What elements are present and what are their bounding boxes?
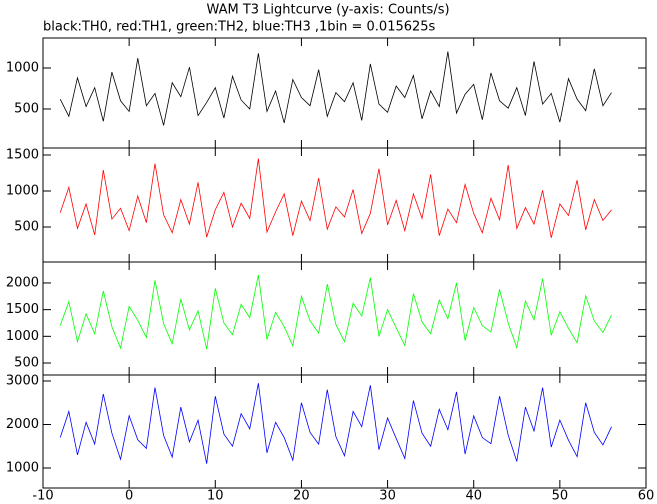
y-tick-label: 1500 — [6, 302, 39, 317]
x-tick-label: 40 — [465, 489, 482, 504]
y-tick-label: 1000 — [6, 460, 39, 475]
x-tick-label: 0 — [125, 489, 133, 504]
lightcurve — [59, 274, 612, 350]
x-tick-label: 10 — [207, 489, 224, 504]
y-tick-label: 1000 — [6, 329, 39, 344]
lightcurve — [59, 51, 612, 126]
x-tick-label: 20 — [293, 489, 310, 504]
y-tick-label: 1000 — [6, 61, 39, 76]
y-tick-label: 500 — [14, 101, 39, 116]
y-tick-label: 500 — [14, 355, 39, 370]
y-tick-label: 2000 — [6, 417, 39, 432]
y-tick-label: 3000 — [6, 374, 39, 389]
y-tick-label: 500 — [14, 220, 39, 235]
panel-frame — [42, 374, 647, 489]
lightcurve — [59, 158, 612, 238]
x-tick-label: 50 — [552, 489, 569, 504]
y-tick-label: 2000 — [6, 275, 39, 290]
panel-frame — [42, 37, 647, 149]
chart-subtitle: black:TH0, red:TH1, green:TH2, blue:TH3 … — [43, 20, 436, 35]
x-tick-label: 60 — [638, 489, 655, 504]
chart-title: WAM T3 Lightcurve (y-axis: Counts/s) — [206, 3, 449, 18]
y-tick-label: 1000 — [6, 183, 39, 198]
panel-frame — [42, 147, 647, 263]
y-tick-label: 1500 — [6, 147, 39, 162]
panel-frame — [42, 261, 647, 376]
x-tick-label: -10 — [32, 489, 53, 504]
lightcurve — [59, 383, 612, 464]
x-tick-label: 30 — [379, 489, 396, 504]
